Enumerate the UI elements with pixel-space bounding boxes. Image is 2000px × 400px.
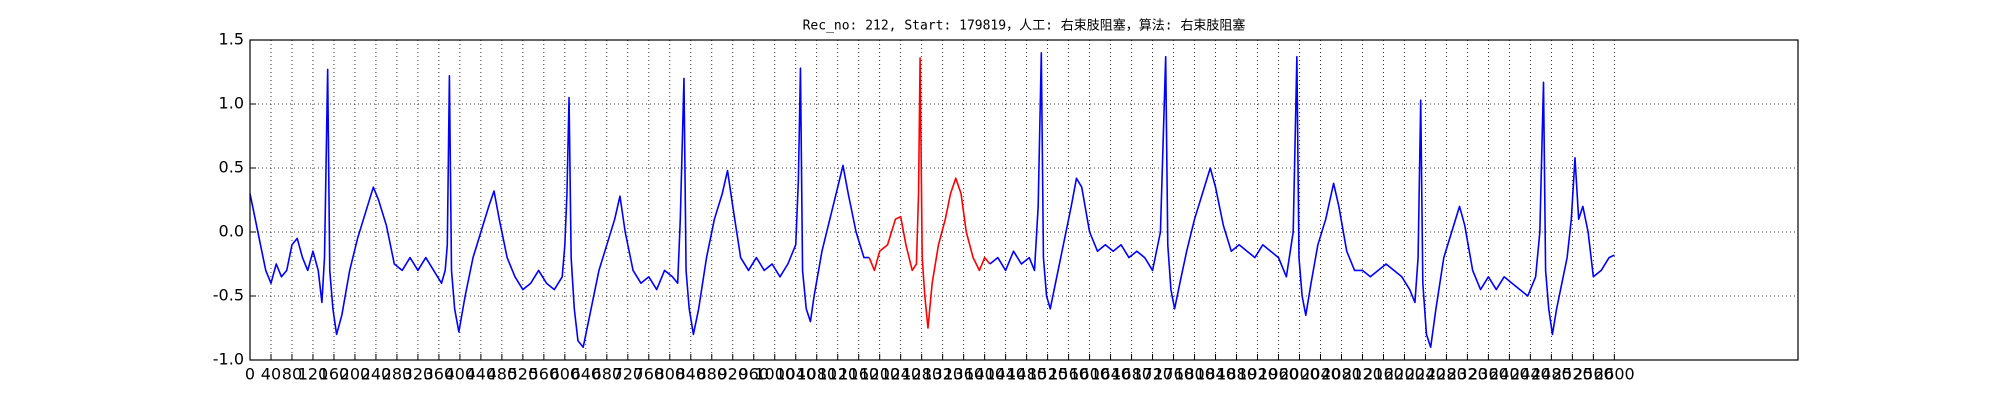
x-tick-label: 1160	[838, 365, 879, 384]
x-tick-label: 920	[717, 365, 748, 384]
ecg-line	[249, 67, 870, 348]
x-tick-label: 960	[738, 365, 769, 384]
x-tick-label: 1040	[775, 365, 816, 384]
x-tick-label: 1680	[1111, 365, 1152, 384]
x-tick-label: 1320	[922, 365, 963, 384]
x-tick-label: 2160	[1363, 365, 1404, 384]
x-tick-label: 1960	[1258, 365, 1299, 384]
x-tick-label: 320	[403, 365, 434, 384]
x-tick-label: 2520	[1552, 365, 1593, 384]
x-tick-label: 1640	[1090, 365, 1131, 384]
x-tick-label: 280	[382, 365, 413, 384]
x-tick-label: 880	[697, 365, 728, 384]
x-tick-label: 1920	[1237, 365, 1278, 384]
ecg-line	[989, 52, 1615, 348]
x-tick-label: 1880	[1216, 365, 1257, 384]
x-tick-label: 1800	[1174, 365, 1215, 384]
x-tick-label: 1360	[943, 365, 984, 384]
y-tick-label: 0.0	[219, 222, 244, 241]
x-tick-label: 1720	[1132, 365, 1173, 384]
x-tick-label: 0	[245, 365, 255, 384]
y-tick-label: 1.0	[219, 94, 244, 113]
x-tick-label: 1400	[964, 365, 1005, 384]
x-tick-label: 1000	[754, 365, 795, 384]
x-tick-label: 440	[466, 365, 497, 384]
plot-frame	[249, 39, 1799, 361]
x-tick-label: 2480	[1531, 365, 1572, 384]
x-tick-label: 1280	[901, 365, 942, 384]
x-tick-label: 640	[571, 365, 602, 384]
x-tick-label: 2000	[1279, 365, 1320, 384]
x-tick-label: 1480	[1006, 365, 1047, 384]
x-tick-label: 720	[613, 365, 644, 384]
x-tick-label: 400	[445, 365, 476, 384]
x-tick-label: 2200	[1384, 365, 1425, 384]
x-tick-label: 1440	[985, 365, 1026, 384]
y-tick-label: 0.5	[219, 158, 244, 177]
x-tick-label: 800	[655, 365, 686, 384]
x-tick-label: 600	[550, 365, 581, 384]
y-tick-label: -0.5	[213, 286, 244, 305]
x-tick-label: 2400	[1489, 365, 1530, 384]
x-tick-label: 2080	[1321, 365, 1362, 384]
y-tick-label: -1.0	[213, 350, 244, 369]
x-tick-label: 2280	[1426, 365, 1467, 384]
ecg-line	[868, 57, 991, 329]
y-tick-label: 1.5	[219, 30, 244, 49]
x-tick-label: 240	[361, 365, 392, 384]
x-tick-label: 680	[592, 365, 623, 384]
x-tick-label: 40	[261, 365, 281, 384]
x-tick-label: 560	[529, 365, 560, 384]
x-tick-label: 2320	[1447, 365, 1488, 384]
chart-title: Rec_no: 212, Start: 179819，人工: 右束肢阻塞，算法:…	[803, 18, 1246, 34]
x-tick-label: 360	[424, 365, 455, 384]
x-tick-label: 2560	[1573, 365, 1614, 384]
x-tick-label: 1840	[1195, 365, 1236, 384]
x-tick-label: 840	[676, 365, 707, 384]
x-tick-label: 1240	[880, 365, 921, 384]
x-tick-label: 1120	[817, 365, 858, 384]
x-tick-label: 160	[319, 365, 350, 384]
x-tick-label: 2040	[1300, 365, 1341, 384]
x-tick-label: 760	[634, 365, 665, 384]
x-tick-label: 1760	[1153, 365, 1194, 384]
x-tick-label: 120	[298, 365, 329, 384]
x-tick-label: 520	[508, 365, 539, 384]
x-tick-label: 480	[487, 365, 518, 384]
x-tick-label: 2240	[1405, 365, 1446, 384]
x-tick-label: 1600	[1069, 365, 1110, 384]
x-tick-label: 1200	[859, 365, 900, 384]
x-tick-label: 1080	[796, 365, 837, 384]
x-tick-label: 1520	[1027, 365, 1068, 384]
x-tick-label: 2360	[1468, 365, 1509, 384]
x-tick-label: 1560	[1048, 365, 1089, 384]
x-tick-label: 2440	[1510, 365, 1551, 384]
x-tick-label: 200	[340, 365, 371, 384]
x-tick-label: 2120	[1342, 365, 1383, 384]
x-tick-label: 80	[282, 365, 302, 384]
x-tick-label: 2600	[1594, 365, 1635, 384]
